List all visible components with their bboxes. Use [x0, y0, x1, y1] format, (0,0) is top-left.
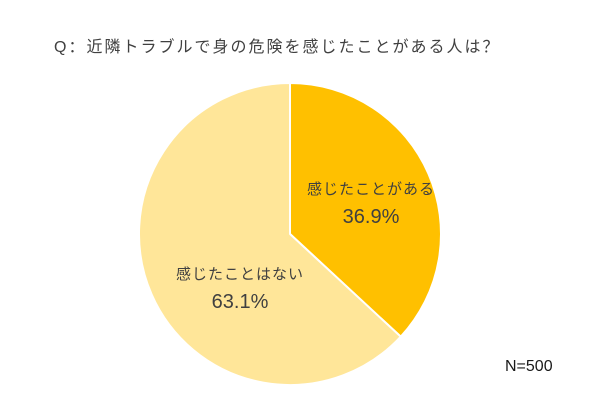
pie-slice-0 [289, 82, 442, 338]
sample-size-annotation: N=500 [505, 358, 553, 375]
chart-title: Q：近隣トラブルで身の危険を感じたことがある人は？ [54, 39, 501, 56]
pie-slice-1 [138, 82, 402, 386]
